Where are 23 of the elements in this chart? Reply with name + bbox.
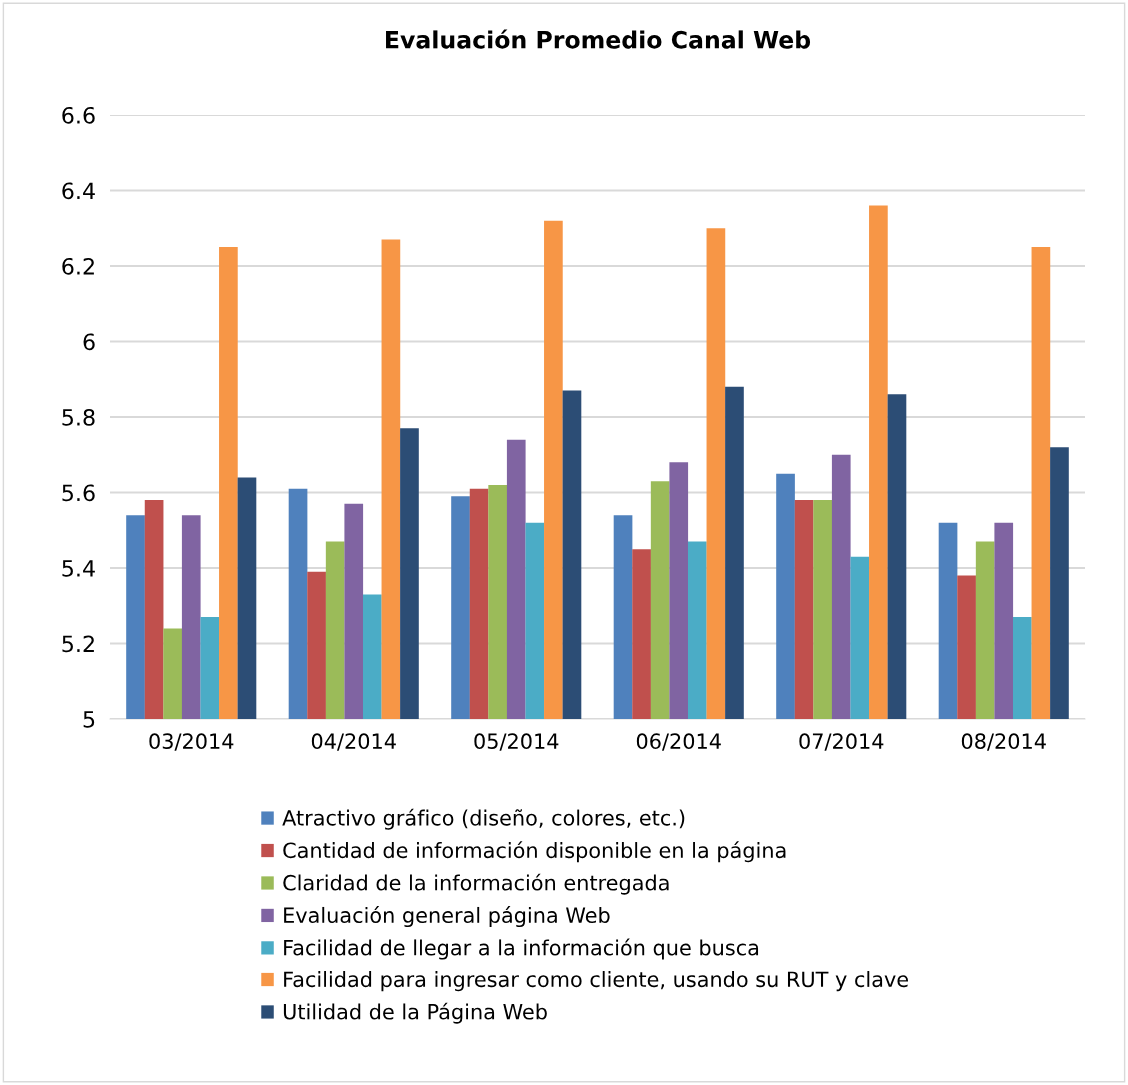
y-tick-label: 6.2 [62,257,94,275]
y-tick-label: 6 [83,333,95,351]
legend-label: Facilidad para ingresar como cliente, usando su RUT y clave [284,971,909,992]
x-tick-label: 03/2014 [149,733,234,751]
y-tick-label: 5.6 [62,484,95,502]
y-tick-label: 5 [83,711,95,728]
y-tick-label: 6.4 [62,182,95,200]
legend-label: Utilidad de la Página Web [283,1002,547,1024]
x-tick-label: 06/2014 [636,733,721,751]
legend-label: Claridad de la información entregada [283,873,669,895]
legend-label: Facilidad de llegar a la información que busca [284,938,759,960]
legend-label: Atractivo gráfico (diseño, colores, etc.) [282,808,685,830]
x-tick-label: 08/2014 [961,733,1046,751]
x-tick-label: 04/2014 [311,733,396,751]
legend-label: Cantidad de información disponible en la página [283,841,786,863]
y-tick-label: 5.4 [62,560,95,577]
x-tick-label: 05/2014 [474,733,559,751]
chart-title: Evaluación Promedio Canal Web [386,29,811,49]
x-tick-label: 07/2014 [799,733,884,751]
y-tick-label: 5.8 [62,408,95,426]
y-tick-label: 5.2 [62,635,94,653]
y-tick-label: 6.6 [62,106,95,124]
legend-label: Evaluación general página Web [284,906,610,928]
